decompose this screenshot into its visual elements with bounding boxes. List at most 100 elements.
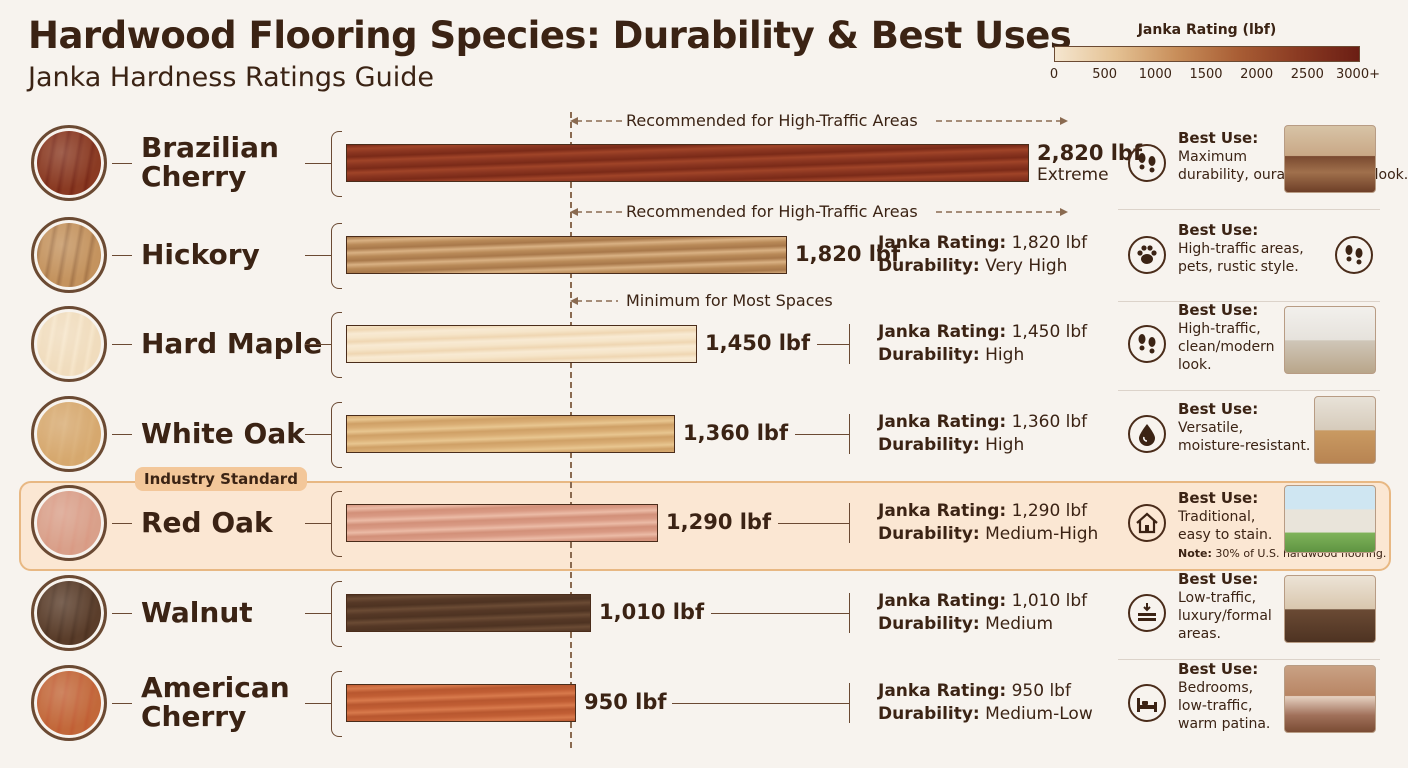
best-use-description: Versatile, moisture-resistant. (1178, 419, 1310, 455)
bar-value-label: 1,820 lbf (795, 242, 901, 266)
footprints-icon (1128, 325, 1166, 363)
janka-rating-text: Janka Rating: 950 lbf (878, 680, 1093, 703)
durability-value: High (985, 435, 1025, 455)
best-use-line: Bedrooms, (1178, 680, 1254, 696)
species-name: Brazilian Cherry (141, 133, 279, 191)
bracket (331, 312, 342, 378)
wood-swatch (31, 485, 107, 561)
best-use-line: High-traffic, (1178, 321, 1261, 337)
durability-text: Durability: High (878, 434, 1087, 457)
best-use-line: easy to stain. (1178, 527, 1273, 543)
bar-value-label: 1,290 lbf (666, 510, 772, 534)
row-divider (1118, 390, 1380, 391)
janka-rating-value: 1,820 lbf (1011, 233, 1088, 253)
bar-hickory (346, 236, 787, 274)
guide-label-high-traffic-2: Recommended for High-Traffic Areas (626, 202, 918, 221)
best-use-line: moisture-resistant. (1178, 438, 1311, 454)
best-use-line: pets, rustic style. (1178, 259, 1299, 275)
connector-line (112, 703, 132, 704)
connector-line (112, 344, 132, 345)
janka-rating-label: Janka Rating: (878, 501, 1007, 521)
bedroom-photo (1284, 665, 1376, 733)
guide-label-minimum: Minimum for Most Spaces (626, 291, 833, 310)
janka-rating-value: 1,450 lbf (1011, 322, 1088, 342)
connector-line (112, 163, 132, 164)
connector-line (305, 613, 331, 614)
wood-swatch (31, 125, 107, 201)
row-divider (1118, 209, 1380, 210)
legend-tick-label: 0 (1049, 67, 1059, 82)
bar-brazilian-cherry (346, 144, 1029, 182)
footprints-icon (1128, 144, 1166, 182)
connector-line (305, 163, 331, 164)
best-use-label: Best Use: (1178, 489, 1259, 507)
best-use-description: Low-traffic, luxury/formal areas. (1178, 589, 1272, 643)
stats-block: Janka Rating: 1,450 lbf Durability: High (878, 321, 1087, 367)
species-name-line: Cherry (141, 160, 247, 193)
stats-block: Janka Rating: 1,820 lbf Durability: Very … (878, 232, 1087, 278)
hallway-photo (1314, 396, 1376, 464)
durability-text: Durability: Medium (878, 613, 1087, 636)
connector-line (112, 255, 132, 256)
stats-block: Janka Rating: 1,010 lbf Durability: Mediu… (878, 590, 1087, 636)
stats-block: Janka Rating: 1,360 lbf Durability: High (878, 411, 1087, 457)
species-name-line: American (141, 671, 290, 704)
connector-line (305, 703, 331, 704)
species-name: Red Oak (141, 508, 273, 537)
durability-value: Medium (985, 614, 1054, 634)
janka-rating-label: Janka Rating: (878, 681, 1007, 701)
species-name-line: Hickory (141, 238, 260, 271)
best-use-label: Best Use: (1178, 221, 1259, 239)
water-drop-icon (1128, 415, 1166, 453)
species-name: American Cherry (141, 673, 290, 731)
durability-label: Durability: (878, 256, 980, 276)
janka-rating-label: Janka Rating: (878, 412, 1007, 432)
legend-tick-label: 2500 (1290, 67, 1324, 82)
best-use-line: Maximum (1178, 149, 1247, 165)
page-subtitle: Janka Hardness Ratings Guide (28, 62, 434, 93)
bar-red-oak (346, 504, 658, 542)
best-use-line: High-traffic areas, (1178, 241, 1304, 257)
leader-tick (849, 503, 850, 543)
legend-tick-label: 1500 (1189, 67, 1223, 82)
legend-tick-label: 2000 (1240, 67, 1274, 82)
bracket (331, 223, 342, 289)
durability-value: Medium-Low (985, 704, 1093, 724)
industry-standard-badge: Industry Standard (135, 467, 307, 491)
note-label: Note: (1178, 547, 1212, 560)
durability-label: Durability: (878, 524, 980, 544)
species-name-line: Cherry (141, 700, 247, 733)
janka-rating-value: 1,010 lbf (1011, 591, 1088, 611)
connector-line (112, 613, 132, 614)
species-name: White Oak (141, 419, 305, 448)
bracket (331, 131, 342, 197)
janka-rating-text: Janka Rating: 1,010 lbf (878, 590, 1087, 613)
paw-icon (1128, 236, 1166, 274)
janka-rating-value: 950 lbf (1011, 681, 1071, 701)
bar-american-cherry (346, 684, 576, 722)
bracket (331, 491, 342, 557)
bar-hard-maple (346, 325, 697, 363)
legend-color-scale (1054, 46, 1360, 62)
leader-tick (849, 593, 850, 633)
wood-swatch (31, 306, 107, 382)
best-use-description: Bedrooms, low-traffic, warm patina. (1178, 679, 1270, 733)
bracket (331, 671, 342, 737)
house-icon (1128, 504, 1166, 542)
best-use-line: Versatile, (1178, 420, 1244, 436)
species-name-line: Red Oak (141, 506, 273, 539)
bar-walnut (346, 594, 591, 632)
leader-line (711, 613, 849, 614)
best-use-description: High-traffic areas, pets, rustic style. (1178, 240, 1304, 276)
legend-tick-label: 500 (1092, 67, 1118, 82)
best-use-line: warm patina. (1178, 716, 1271, 732)
leader-line (817, 344, 849, 345)
living-room-photo (1284, 125, 1376, 193)
legend-tick-label: 1000 (1138, 67, 1172, 82)
durability-label: Durability: (878, 614, 980, 634)
connector-line (305, 255, 331, 256)
guide-label-high-traffic-1: Recommended for High-Traffic Areas (626, 111, 918, 130)
janka-rating-label: Janka Rating: (878, 591, 1007, 611)
best-use-line: Low-traffic, (1178, 590, 1257, 606)
bar-value-label: 950 lbf (584, 690, 667, 714)
